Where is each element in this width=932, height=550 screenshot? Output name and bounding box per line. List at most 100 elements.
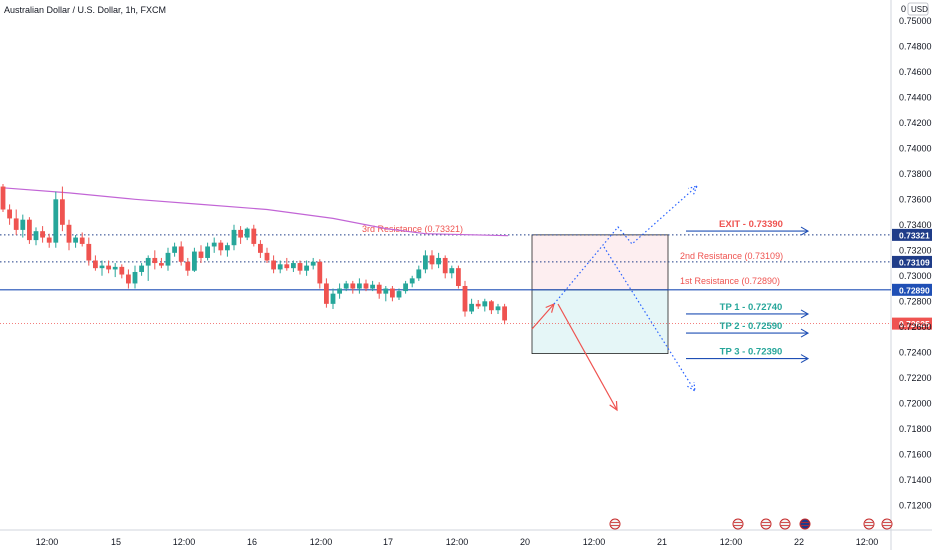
price-axis[interactable]: 0.73321 0.73109 0.72890 0.72625 0.75000 0.748… bbox=[892, 16, 932, 511]
currency-button[interactable]: USD bbox=[911, 5, 928, 14]
candle-body bbox=[502, 306, 507, 321]
target-arrowhead-1 bbox=[800, 309, 810, 319]
candle-body bbox=[152, 257, 158, 264]
candle-body bbox=[139, 265, 144, 272]
y-tick-label: 0.72000 bbox=[899, 398, 932, 408]
bearish-arrow bbox=[557, 303, 618, 411]
y-tick-label: 0.72600 bbox=[899, 322, 932, 332]
candle-body bbox=[495, 306, 501, 311]
y-tick-label: 0.73200 bbox=[899, 245, 932, 255]
candle-body bbox=[99, 265, 105, 269]
candle-body bbox=[390, 288, 395, 298]
candle-body bbox=[53, 199, 59, 243]
candle-body bbox=[304, 265, 309, 271]
candle-body bbox=[423, 255, 428, 270]
moving-average-layer bbox=[2, 187, 509, 237]
candle-body bbox=[244, 228, 250, 238]
candle-body bbox=[396, 291, 402, 298]
y-tick-label: 0.74600 bbox=[899, 67, 932, 77]
candle-body bbox=[106, 265, 111, 270]
x-tick-label: 21 bbox=[657, 537, 667, 547]
y-tick-label: 0.73000 bbox=[899, 271, 932, 281]
x-tick-label: 12:00 bbox=[720, 537, 743, 547]
candle-body bbox=[456, 268, 461, 286]
target-labels: EXIT - 0.73390 TP 1 - 0.72740 TP 2 - 0.725… bbox=[686, 219, 810, 364]
y-tick-label: 0.71200 bbox=[899, 500, 932, 510]
usd-event-icon bbox=[609, 518, 621, 530]
top-axis-label: 0 bbox=[901, 4, 906, 14]
aud-event-icon bbox=[799, 518, 811, 530]
target-label-1: TP 1 - 0.72740 bbox=[720, 302, 783, 313]
candle-body bbox=[145, 257, 151, 266]
bullish-scenario-head bbox=[688, 185, 699, 195]
x-tick-label: 12:00 bbox=[173, 537, 196, 547]
candle-body bbox=[40, 231, 45, 238]
candle-body bbox=[0, 186, 6, 210]
bearish-scenario-head bbox=[687, 381, 696, 393]
y-tick-label: 0.72800 bbox=[899, 296, 932, 306]
chart-title: Australian Dollar / U.S. Dollar, 1h, FXC… bbox=[4, 5, 166, 15]
position-zones bbox=[531, 234, 669, 354]
candle-body bbox=[73, 237, 78, 243]
candle-body bbox=[343, 283, 349, 289]
entry-arrow bbox=[531, 303, 555, 330]
candle-body bbox=[225, 245, 230, 251]
usd-event-icon bbox=[732, 518, 744, 530]
candle-body bbox=[20, 219, 26, 230]
candle-body bbox=[93, 260, 98, 269]
candle-body bbox=[198, 251, 204, 258]
candle-body bbox=[132, 271, 138, 284]
target-arrowhead-2 bbox=[800, 328, 810, 338]
candle-body bbox=[442, 257, 448, 274]
price-tag-3 bbox=[892, 283, 932, 296]
y-tick-label: 0.74400 bbox=[899, 92, 932, 102]
candle-body bbox=[475, 303, 481, 307]
x-tick-label: 16 bbox=[247, 537, 257, 547]
usd-event-icon bbox=[779, 518, 791, 530]
candle-body bbox=[172, 246, 177, 253]
candle-body bbox=[205, 246, 210, 258]
x-tick-label: 17 bbox=[383, 537, 393, 547]
candle-body bbox=[27, 219, 32, 241]
y-tick-label: 0.75000 bbox=[899, 16, 932, 26]
candle-body bbox=[66, 224, 72, 243]
candle-body bbox=[436, 257, 441, 265]
moving-average-line bbox=[2, 187, 509, 237]
last-price-tag bbox=[892, 317, 932, 330]
candle-body bbox=[317, 261, 323, 284]
candle-body bbox=[482, 301, 488, 307]
candle-body bbox=[60, 199, 65, 225]
candle-body bbox=[238, 229, 243, 238]
candle-body bbox=[416, 269, 422, 279]
candle-body bbox=[297, 263, 303, 271]
y-tick-label: 0.73800 bbox=[899, 169, 932, 179]
price-tag-2 bbox=[892, 255, 932, 268]
economic-events bbox=[609, 518, 893, 530]
candle-body bbox=[363, 283, 369, 289]
currency-button-frame[interactable] bbox=[907, 2, 929, 16]
candle-body bbox=[376, 284, 382, 294]
usd-event-icon bbox=[881, 518, 893, 530]
candle-body bbox=[337, 288, 342, 294]
y-tick-label: 0.73600 bbox=[899, 194, 932, 204]
target-label-2: TP 2 - 0.72590 bbox=[720, 321, 783, 332]
candle-body bbox=[277, 264, 283, 270]
y-tick-label: 0.74000 bbox=[899, 143, 932, 153]
last-price-tag-text: 0.72625 bbox=[899, 319, 930, 329]
projection-arrows bbox=[531, 185, 699, 412]
target-arrowhead-0 bbox=[800, 226, 810, 236]
y-tick-label: 0.71400 bbox=[899, 475, 932, 485]
candle-body bbox=[119, 266, 125, 275]
x-tick-label: 12:00 bbox=[36, 537, 59, 547]
candles-layer bbox=[0, 184, 507, 325]
candle-body bbox=[79, 237, 85, 244]
time-axis[interactable]: 12:00 15 12:00 16 12:00 17 12:00 20 12:00 21 12:00… bbox=[36, 537, 879, 547]
candle-body bbox=[218, 242, 224, 251]
candle-body bbox=[403, 283, 408, 292]
candle-body bbox=[13, 218, 19, 230]
resistance-label-3: 1st Resistance (0.72890) bbox=[680, 276, 780, 286]
currency-selector[interactable]: 0 USD bbox=[901, 2, 929, 16]
target-arrowhead-3 bbox=[800, 354, 810, 364]
y-tick-label: 0.74200 bbox=[899, 118, 932, 128]
